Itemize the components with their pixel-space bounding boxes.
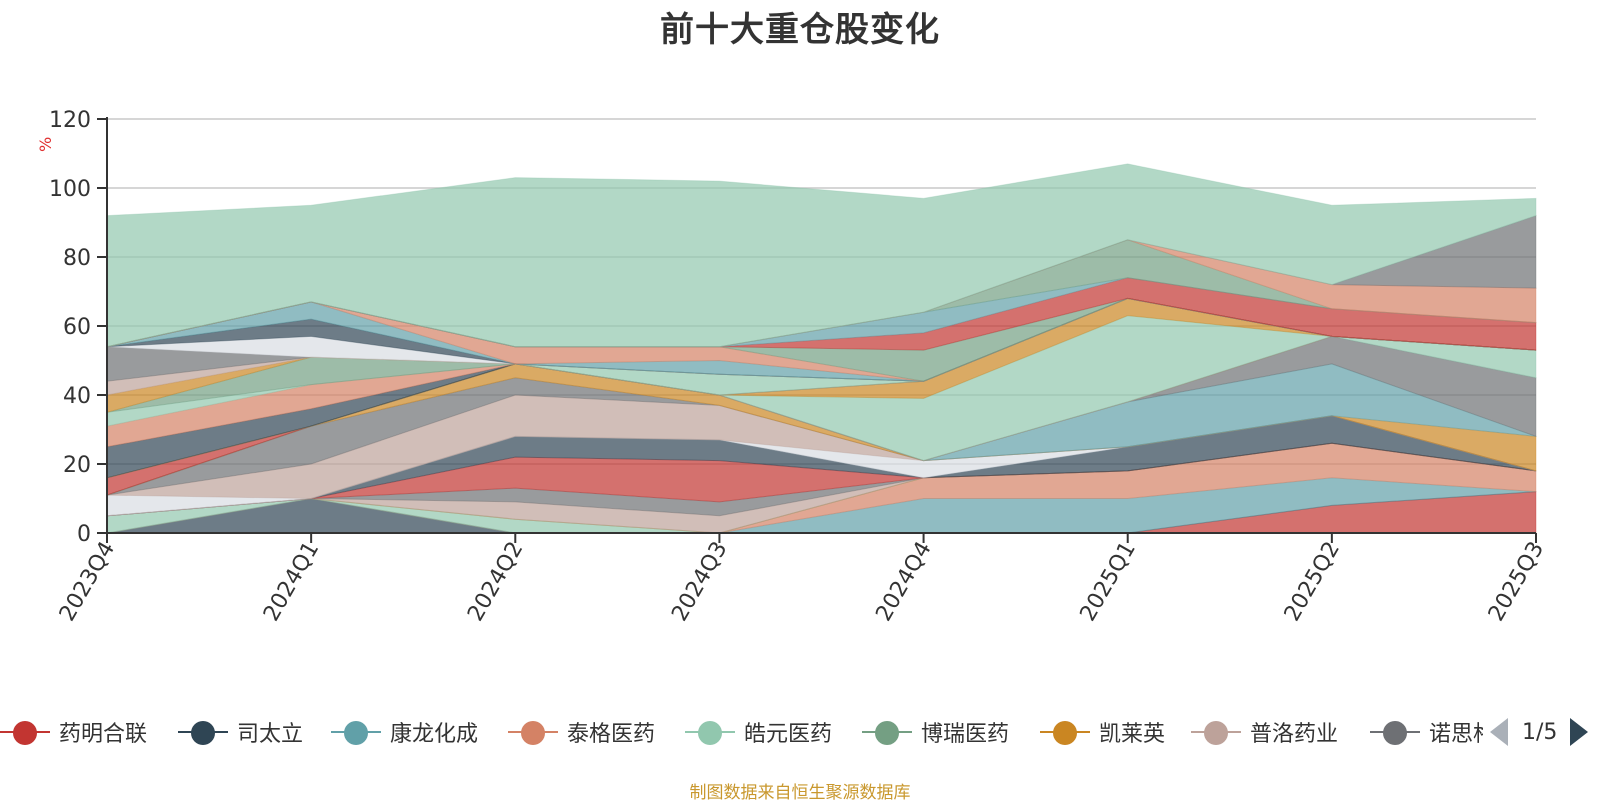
- x-tick-label: 2025Q3: [1484, 538, 1549, 626]
- y-tick-label: 60: [63, 315, 91, 340]
- legend-marker-icon: [1370, 712, 1420, 752]
- legend-marker-icon: [0, 712, 50, 752]
- x-tick-label: 2024Q4: [871, 538, 936, 626]
- legend-item[interactable]: 博瑞医药: [862, 712, 1009, 752]
- y-tick-label: 0: [77, 522, 91, 547]
- x-tick-label: 2024Q3: [667, 538, 732, 626]
- area-series-22: [106, 297, 1537, 479]
- legend-item[interactable]: 康龙化成: [331, 712, 478, 752]
- legend-item[interactable]: 凯莱英: [1040, 712, 1165, 752]
- x-tick-label: 2024Q1: [259, 538, 324, 626]
- source-note: 制图数据来自恒生聚源数据库: [689, 783, 911, 803]
- legend-label: 药明合联: [59, 722, 148, 747]
- legend-marker-icon: [508, 712, 558, 752]
- legend-marker-icon: [685, 712, 735, 752]
- area-series-18: [106, 335, 1537, 496]
- y-tick-label: 80: [63, 246, 91, 271]
- area-series-17: [106, 335, 1537, 496]
- triangle-left-icon[interactable]: [1490, 718, 1508, 746]
- legend-label: 司太立: [237, 722, 304, 747]
- legend-pager: 1/5: [1490, 712, 1589, 752]
- x-tick-label: 2024Q2: [463, 538, 528, 626]
- legend-item[interactable]: 普洛药业: [1191, 712, 1338, 752]
- y-tick-label: 20: [63, 453, 91, 478]
- legend: 药明合联 司太立 康龙化成 泰格医药 皓元医药 博瑞医药 凯莱英 普洛药业 诺思格 1/5: [0, 712, 1600, 752]
- area-series-24: [106, 297, 1537, 427]
- legend-marker-icon: [178, 712, 228, 752]
- y-tick-label: 100: [49, 177, 91, 202]
- triangle-right-icon[interactable]: [1570, 718, 1589, 746]
- legend-item[interactable]: 泰格医药: [508, 712, 655, 752]
- y-tick-label: 120: [49, 108, 91, 133]
- legend-items: 药明合联 司太立 康龙化成 泰格医药 皓元医药 博瑞医药 凯莱英 普洛药业 诺思格: [0, 712, 1483, 752]
- legend-label: 普洛药业: [1250, 722, 1339, 747]
- legend-marker-icon: [1040, 712, 1090, 752]
- area-series-39: [106, 163, 1537, 348]
- legend-marker-icon: [1191, 712, 1241, 752]
- legend-label: 博瑞医药: [921, 722, 1010, 747]
- legend-label: 皓元医药: [744, 722, 833, 747]
- area-series-23: [106, 297, 1537, 448]
- legend-label: 泰格医药: [567, 722, 656, 747]
- chart-title: 前十大重仓股变化: [660, 10, 940, 50]
- stacked-area-chart: 0 20 40 60 80 100 120 2023Q4 2024Q1 2024Q2 2024Q3 2…: [49, 108, 1549, 626]
- legend-item[interactable]: 药明合联: [0, 712, 147, 752]
- legend-item[interactable]: 司太立: [178, 712, 303, 752]
- legend-marker-icon: [862, 712, 912, 752]
- y-tick-label: 40: [63, 384, 91, 409]
- x-tick-label: 2023Q4: [55, 538, 120, 626]
- legend-marker-icon: [331, 712, 381, 752]
- legend-page-indicator: 1/5: [1522, 719, 1558, 745]
- legend-item[interactable]: 皓元医药: [685, 712, 832, 752]
- legend-label: 凯莱英: [1099, 722, 1166, 747]
- x-tick-label: 2025Q2: [1280, 538, 1345, 626]
- area-series-15: [106, 363, 1537, 496]
- legend-label: 康龙化成: [390, 722, 479, 747]
- area-series-19: [106, 335, 1537, 496]
- x-tick-label: 2025Q1: [1076, 538, 1141, 626]
- legend-label: 诺思格: [1429, 722, 1483, 747]
- legend-item[interactable]: 诺思格: [1370, 712, 1483, 752]
